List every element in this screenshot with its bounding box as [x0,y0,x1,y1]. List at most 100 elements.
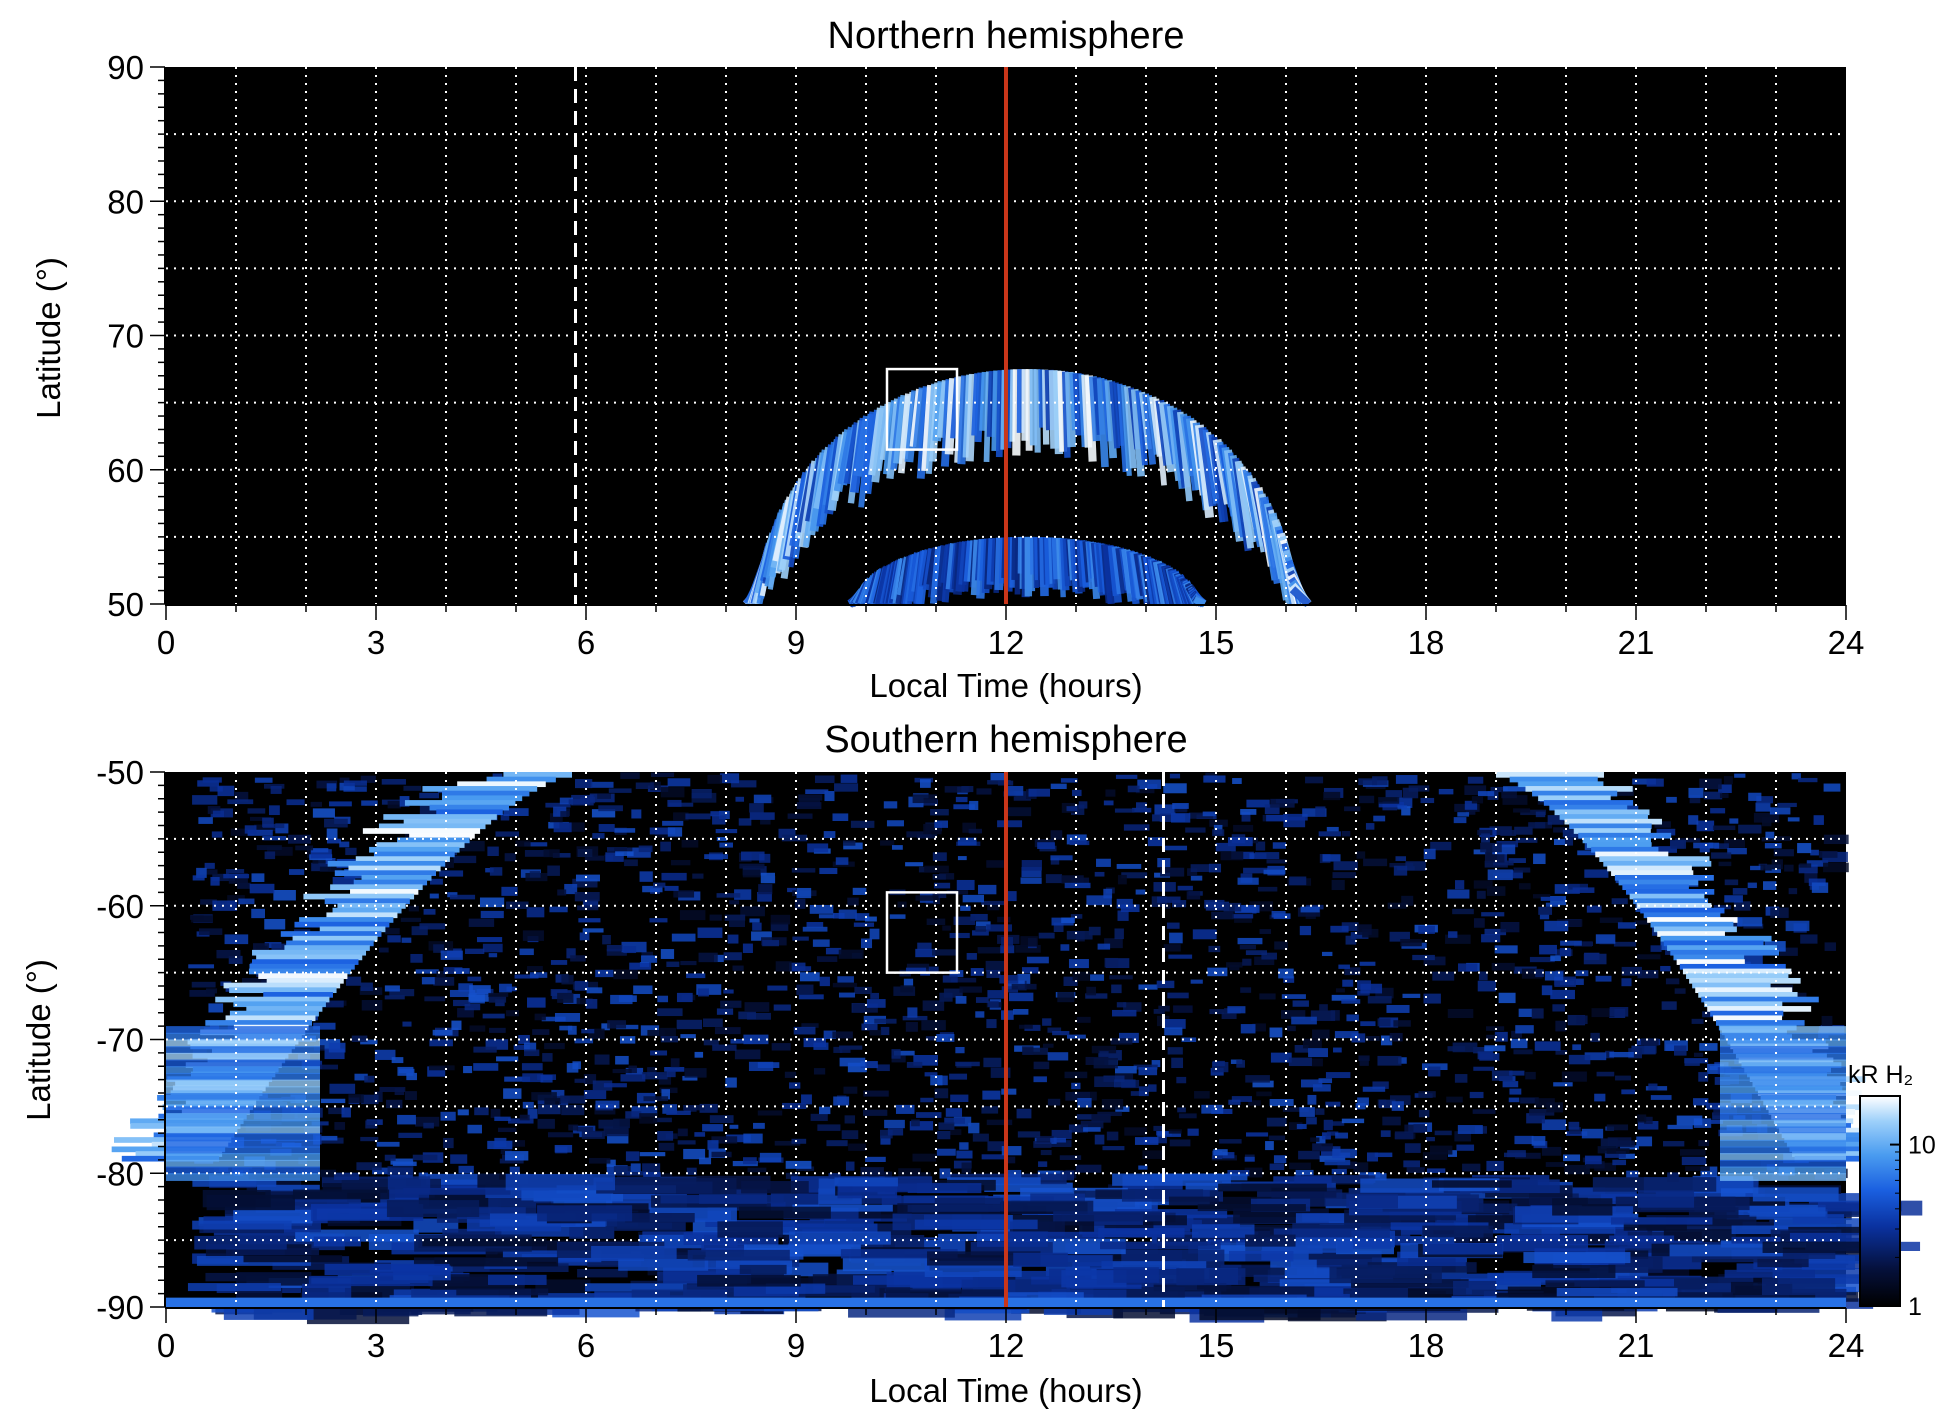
oval-segment [319,926,386,933]
emission-patch [1171,900,1187,908]
emission-patch [1709,1065,1723,1071]
emission-patch [1045,874,1062,884]
emission-patch [1270,1052,1292,1063]
emission-patch [576,997,593,1005]
emission-patch [1389,1032,1403,1042]
emission-patch [526,907,545,918]
emission-patch [1325,1072,1351,1079]
emission-patch [456,1288,549,1296]
x-tick-label: 12 [988,624,1025,661]
emission-patch [1244,1156,1255,1162]
emission-patch [1385,790,1403,798]
emission-patch [657,1008,683,1017]
emission-patch [932,852,947,862]
emission-patch [934,1088,949,1099]
oval-segment [376,842,465,848]
emission-patch [458,983,473,992]
emission-patch [1121,1189,1224,1202]
emission-patch [339,841,350,848]
emission-patch [1053,922,1064,933]
emission-patch [805,789,829,795]
emission-patch [612,1068,632,1074]
emission-patch [429,1065,455,1071]
emission-patch [1080,1120,1104,1129]
emission-patch [1607,1137,1632,1147]
oval-segment [1573,828,1651,834]
emission-patch [1688,815,1699,825]
emission-patch [1718,784,1732,794]
emission-patch [1051,1129,1072,1140]
emission-patch [683,1105,705,1111]
emission-patch [1052,1031,1070,1036]
emission-patch [1337,1237,1392,1249]
emission-patch [527,1108,538,1119]
emission-patch [813,1285,875,1293]
emission-patch [468,918,495,927]
emission-patch [1093,1057,1118,1069]
emission-patch [960,905,971,911]
emission-patch [1030,1193,1085,1205]
emission-patch [1273,1155,1287,1164]
emission-patch [1724,838,1746,848]
emission-patch [1319,1155,1346,1162]
emission-patch [524,850,550,857]
y-tick-label: 50 [107,586,144,623]
emission-patch [1525,1071,1536,1080]
emission-patch [791,1138,807,1144]
emission-patch [685,813,711,820]
emission-patch [1071,789,1082,797]
emission-patch [1532,894,1551,899]
oval-segment [436,809,503,816]
emission-patch [732,965,744,971]
emission-patch [1515,1025,1534,1034]
emission-patch [1005,1292,1084,1303]
emission-patch [488,992,509,998]
emission-patch [467,976,482,982]
oval-segment [1549,804,1628,811]
emission-patch [1513,1049,1533,1055]
emission-patch [1798,864,1818,874]
colorbar-label: kR H₂ [1848,1061,1913,1089]
emission-patch [469,985,491,995]
emission-patch [782,1102,807,1109]
emission-patch [1464,785,1487,795]
emission-patch [1729,818,1739,824]
oval-segment [373,851,455,858]
emission-patch [752,922,762,931]
emission-patch [1113,1267,1159,1283]
emission-patch [320,1098,346,1104]
emission-patch [1823,834,1849,845]
emission-patch [1595,975,1612,982]
emission-patch [574,892,600,902]
emission-patch [1389,862,1414,868]
emission-patch [1572,1044,1582,1051]
emission-patch [506,1140,526,1147]
emission-patch [1378,1099,1396,1109]
y-axis-label-south: Latitude (°) [20,959,57,1121]
emission-patch [227,799,254,805]
emission-patch [365,1120,378,1129]
emission-patch [292,1189,390,1200]
emission-patch [1104,957,1119,968]
emission-patch [400,917,422,922]
emission-patch [463,1065,473,1074]
emission-patch [1541,985,1553,996]
emission-patch [1106,1131,1119,1141]
emission-patch [364,1075,375,1083]
emission-patch [1291,1016,1317,1025]
emission-patch [1552,1004,1565,1012]
emission-patch [660,1027,676,1039]
emission-patch [725,1134,751,1143]
emission-patch [308,1276,433,1287]
emission-patch [729,1124,739,1129]
emission-patch [1779,947,1798,956]
emission-patch [1042,1043,1054,1048]
emission-patch [310,801,323,807]
emission-patch [1109,975,1133,980]
emission-patch [1270,798,1295,808]
emission-patch [1699,1043,1718,1051]
emission-patch [238,898,255,905]
oval-segment [1720,1079,1846,1088]
emission-patch [819,976,830,987]
x-tick-label: 15 [1198,624,1235,661]
